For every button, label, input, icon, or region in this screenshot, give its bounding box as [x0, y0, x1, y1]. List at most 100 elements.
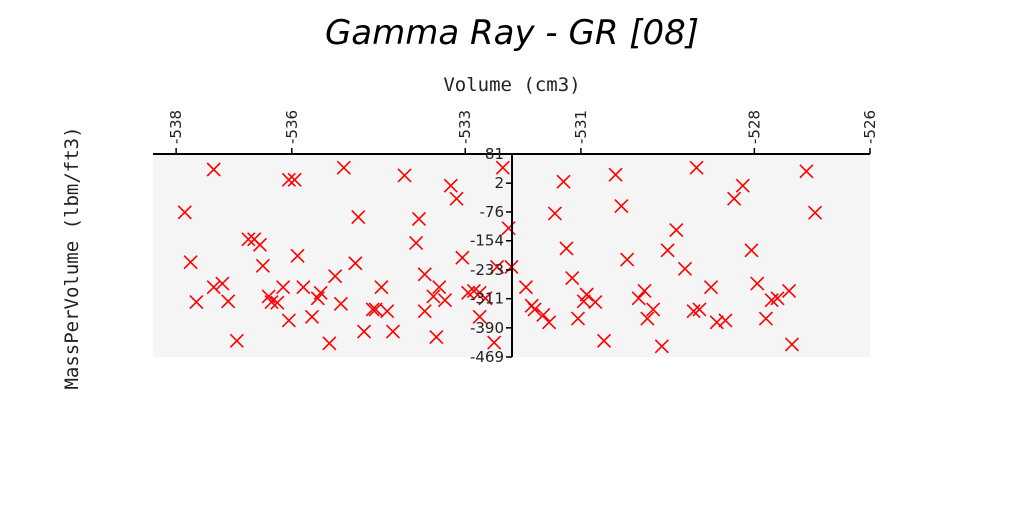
data-point	[380, 304, 395, 319]
data-point	[449, 191, 464, 206]
data-point	[536, 307, 551, 322]
data-point	[547, 206, 562, 221]
data-point	[799, 164, 814, 179]
x-tick-label: -528	[745, 110, 763, 144]
y-tick-label: -469	[470, 348, 504, 366]
data-point	[409, 235, 424, 251]
data-point	[177, 205, 192, 220]
data-point	[183, 255, 198, 270]
x-tick-label: -526	[861, 110, 879, 144]
y-tick-label: 2	[494, 174, 504, 192]
data-point	[290, 248, 305, 263]
y-tick-label: -154	[470, 232, 504, 250]
data-point	[579, 287, 594, 302]
data-point	[255, 258, 270, 273]
data-point	[374, 280, 389, 295]
data-point	[368, 302, 383, 317]
data-point	[437, 293, 453, 308]
data-point	[304, 309, 320, 324]
data-point	[189, 294, 204, 310]
data-point	[385, 324, 401, 339]
data-point	[518, 280, 534, 295]
data-point	[247, 232, 262, 247]
x-tick-label: -536	[283, 110, 301, 144]
data-point	[718, 313, 733, 328]
data-point	[455, 250, 470, 265]
data-point	[206, 162, 221, 177]
data-point	[637, 283, 652, 298]
data-point	[542, 315, 557, 330]
data-point	[620, 252, 635, 267]
data-point	[313, 285, 328, 300]
x-axis-label: Volume (cm3)	[443, 74, 580, 96]
data-point	[351, 210, 366, 225]
data-point	[206, 280, 221, 295]
data-point	[365, 302, 380, 317]
data-point	[565, 270, 580, 286]
data-point	[281, 313, 296, 328]
data-point	[660, 243, 675, 258]
data-point	[640, 311, 655, 326]
data-point	[221, 294, 236, 309]
data-point	[770, 291, 785, 306]
data-point	[472, 309, 487, 324]
data-point	[328, 269, 343, 284]
data-point	[281, 172, 296, 187]
y-tick-label: -233	[470, 261, 504, 279]
data-point	[336, 160, 351, 175]
data-point	[646, 302, 661, 317]
data-point	[443, 178, 458, 193]
data-point	[744, 243, 759, 258]
data-point	[495, 160, 510, 175]
x-tick-label: -533	[456, 110, 474, 144]
y-tick-label: 81	[485, 145, 504, 163]
data-point	[489, 259, 505, 275]
data-point	[411, 211, 427, 227]
data-point	[692, 302, 707, 317]
data-point	[333, 296, 348, 311]
axes: -538 -536 -533 -531 -528 -526 81 2 -76 -154 -233 -3…	[153, 110, 879, 366]
data-point	[270, 295, 285, 310]
data-point	[677, 261, 693, 276]
data-point	[276, 280, 291, 295]
data-point	[348, 256, 363, 271]
data-point	[261, 289, 276, 304]
data-point	[241, 232, 256, 247]
data-point	[709, 315, 724, 330]
data-point	[287, 172, 302, 187]
data-point	[588, 294, 603, 310]
data-point	[487, 335, 502, 350]
data-point	[750, 276, 765, 291]
data-point	[527, 302, 542, 317]
data-point	[215, 276, 230, 291]
data-point	[808, 205, 823, 220]
data-point	[432, 280, 447, 295]
data-point	[608, 167, 623, 182]
data-point	[397, 168, 412, 183]
data-point	[356, 324, 372, 339]
data-point	[466, 283, 481, 298]
x-tick-label: -538	[167, 110, 185, 144]
data-point	[703, 280, 719, 295]
data-point	[614, 198, 629, 214]
data-point	[735, 178, 750, 193]
data-point	[556, 174, 571, 189]
x-tick-label: -531	[572, 110, 590, 144]
data-point	[689, 160, 704, 175]
data-point	[478, 291, 493, 306]
data-point	[631, 291, 646, 306]
data-point	[727, 191, 742, 206]
data-point	[417, 267, 432, 282]
data-point	[654, 339, 669, 354]
data-point	[596, 333, 612, 348]
y-tick-label: -311	[470, 290, 504, 308]
y-tick-label: -76	[480, 203, 505, 221]
data-point	[784, 337, 800, 352]
data-point	[758, 311, 773, 326]
y-tick-label: -390	[470, 319, 504, 337]
data-points	[177, 160, 823, 354]
data-point	[570, 311, 586, 326]
data-point	[669, 222, 684, 238]
data-point	[559, 241, 574, 256]
